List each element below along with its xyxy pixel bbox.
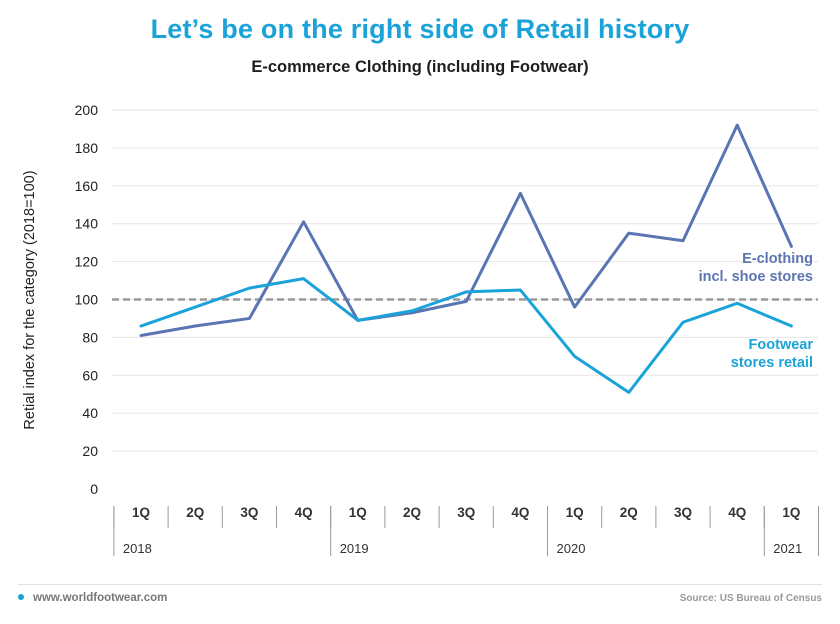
x-tick-label: 4Q: [295, 505, 313, 520]
footer-source: Source: US Bureau of Census: [679, 593, 822, 604]
data-point-ecloth: [465, 300, 467, 302]
data-point-footwear: [140, 325, 142, 327]
data-point-footwear: [682, 321, 684, 323]
y-tick-label: 60: [82, 367, 98, 383]
x-tick-label: 3Q: [674, 505, 692, 520]
y-tick-label: 140: [75, 216, 99, 232]
x-tick-label: 1Q: [782, 505, 800, 520]
footer-divider: [18, 584, 822, 585]
data-point-footwear: [411, 310, 413, 312]
x-tick-label: 3Q: [240, 505, 258, 520]
x-tick-label: 1Q: [349, 505, 367, 520]
data-point-ecloth: [194, 325, 196, 327]
year-label: 2021: [773, 541, 802, 556]
x-tick-label: 4Q: [511, 505, 529, 520]
series-label-ecloth: E-clothing incl. shoe stores: [699, 251, 813, 285]
data-point-footwear: [465, 291, 467, 293]
data-point-footwear: [736, 302, 738, 304]
x-tick-label: 4Q: [728, 505, 746, 520]
year-label: 2019: [340, 541, 369, 556]
x-tick-label: 3Q: [457, 505, 475, 520]
x-tick-label: 2Q: [620, 505, 638, 520]
footer-website[interactable]: www.worldfootwear.com: [18, 592, 167, 604]
series-layer: [139, 123, 793, 394]
y-tick-label: 80: [82, 329, 98, 345]
data-point-footwear: [628, 391, 630, 393]
data-point-ecloth: [248, 317, 250, 319]
series-line-ecloth: [139, 123, 793, 338]
y-tick-label: 20: [82, 443, 98, 459]
year-label: 2020: [557, 541, 586, 556]
series-labels: E-clothing incl. shoe stores Footwear store…: [699, 251, 814, 371]
series-label-line: stores retail: [731, 355, 813, 371]
website-link[interactable]: www.worldfootwear.com: [33, 592, 168, 604]
series-label-line: Footwear: [749, 337, 814, 353]
data-point-ecloth: [519, 192, 521, 194]
data-point-ecloth: [628, 232, 630, 234]
data-point-ecloth: [302, 221, 304, 223]
series-label-line: E-clothing: [742, 251, 813, 267]
grid-layer: [112, 109, 818, 452]
x-tick-label: 1Q: [132, 505, 150, 520]
y-axis-ticks: 0 20 40 60 80 100 120 140 160 180 200: [75, 102, 99, 497]
x-tick-label: 2Q: [186, 505, 204, 520]
data-point-footwear: [573, 355, 575, 357]
data-point-footwear: [790, 325, 792, 327]
year-label: 2018: [123, 541, 152, 556]
data-point-ecloth: [682, 240, 684, 242]
data-point-footwear: [194, 306, 196, 308]
x-tick-label: 2Q: [403, 505, 421, 520]
line-chart: 0 20 40 60 80 100 120 140 160 180 200 Retial index…: [22, 102, 819, 556]
y-tick-label: 200: [75, 102, 99, 118]
y-tick-label: 180: [75, 140, 99, 156]
chart-title: Let’s be on the right side of Retail his…: [150, 14, 690, 44]
y-tick-label: 40: [82, 405, 98, 421]
data-point-ecloth: [790, 245, 792, 247]
y-axis-label: Retial index for the category (2018=100): [22, 170, 38, 429]
data-point-footwear: [302, 277, 304, 279]
data-point-footwear: [357, 319, 359, 321]
y-tick-label: 100: [75, 292, 99, 308]
x-tick-label: 1Q: [566, 505, 584, 520]
chart-subtitle: E-commerce Clothing (including Footwear): [251, 58, 589, 76]
y-tick-label: 160: [75, 178, 99, 194]
x-axis: 1Q 2Q 3Q 4Q 1Q 2Q 3Q 4Q 1Q 2Q 3Q 4Q 1Q 2018 2019 2020 20…: [113, 505, 819, 556]
data-point-footwear: [519, 289, 521, 291]
data-point-ecloth: [573, 306, 575, 308]
data-point-footwear: [248, 287, 250, 289]
y-tick-label: 0: [90, 481, 98, 497]
series-label-footwear: Footwear stores retail: [731, 337, 814, 371]
data-point-ecloth: [736, 124, 738, 126]
y-tick-label: 120: [75, 254, 99, 270]
bullet-dot-icon: [18, 593, 24, 600]
data-point-ecloth: [140, 334, 142, 336]
series-label-line: incl. shoe stores: [699, 269, 813, 285]
series-line-footwear: [139, 277, 793, 394]
